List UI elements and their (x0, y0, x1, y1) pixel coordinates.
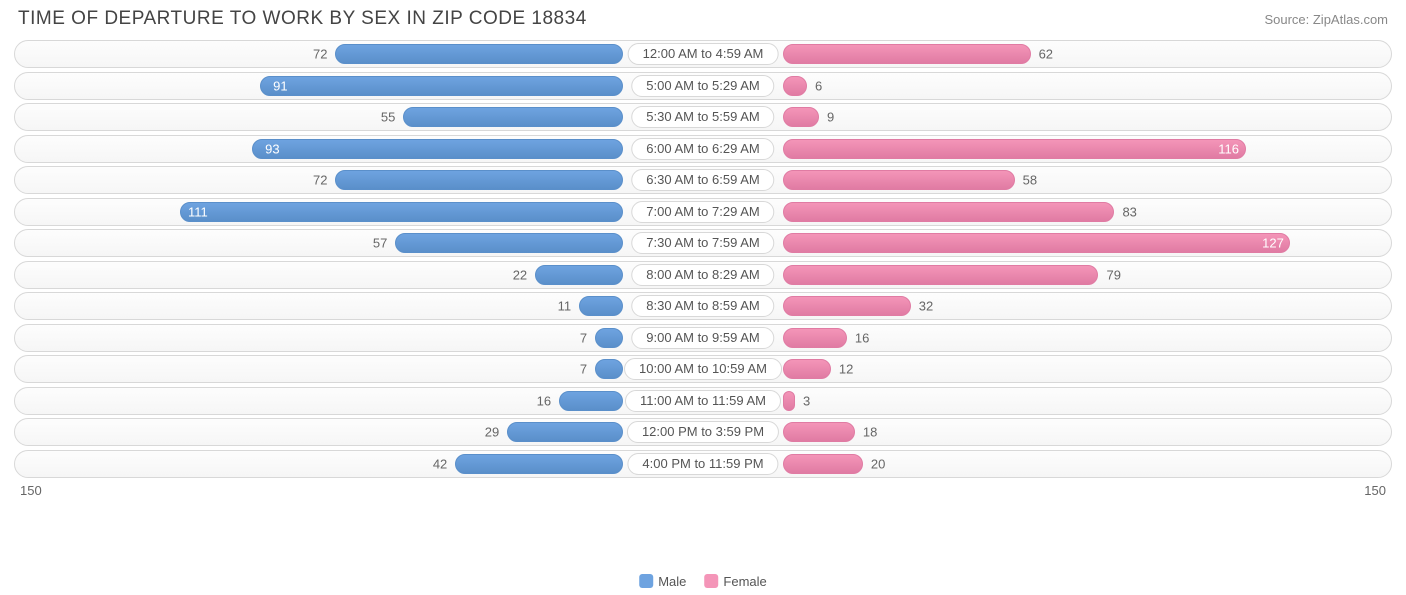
time-range-label: 10:00 AM to 10:59 AM (624, 358, 782, 380)
male-value: 111 (188, 204, 208, 219)
legend-female-label: Female (723, 574, 766, 589)
time-range-label: 9:00 AM to 9:59 AM (631, 327, 774, 349)
male-bar (595, 359, 623, 379)
female-value: 62 (1039, 47, 1053, 62)
female-value: 12 (839, 362, 853, 377)
time-range-label: 5:30 AM to 5:59 AM (631, 106, 774, 128)
chart-row: 6:00 AM to 6:29 AM 93 116 (14, 135, 1392, 163)
female-bar (783, 265, 1098, 285)
female-bar (783, 202, 1114, 222)
source-attribution: Source: ZipAtlas.com (1264, 12, 1388, 27)
legend: Male Female (639, 574, 767, 589)
male-bar (507, 422, 623, 442)
female-bar (783, 44, 1031, 64)
female-swatch-icon (704, 574, 718, 588)
legend-male: Male (639, 574, 686, 589)
male-value: 29 (485, 425, 499, 440)
chart-row: 7:30 AM to 7:59 AM 57 127 (14, 229, 1392, 257)
legend-female: Female (704, 574, 766, 589)
time-range-label: 6:30 AM to 6:59 AM (631, 169, 774, 191)
male-value: 7 (580, 330, 587, 345)
chart-row: 9:00 AM to 9:59 AM 7 16 (14, 324, 1392, 352)
male-bar (595, 328, 623, 348)
male-value: 91 (273, 78, 287, 93)
chart-title: TIME OF DEPARTURE TO WORK BY SEX IN ZIP … (18, 8, 587, 30)
female-value: 20 (871, 456, 885, 471)
male-value: 22 (513, 267, 527, 282)
female-bar (783, 359, 831, 379)
male-bar (180, 202, 623, 222)
time-range-label: 12:00 AM to 4:59 AM (628, 43, 779, 65)
chart-row: 8:30 AM to 8:59 AM 11 32 (14, 292, 1392, 320)
male-value: 42 (433, 456, 447, 471)
female-bar (783, 422, 855, 442)
time-range-label: 12:00 PM to 3:59 PM (627, 421, 779, 443)
male-value: 57 (373, 236, 387, 251)
chart-row: 11:00 AM to 11:59 AM 16 3 (14, 387, 1392, 415)
chart-row: 5:00 AM to 5:29 AM 91 6 (14, 72, 1392, 100)
chart-row: 8:00 AM to 8:29 AM 22 79 (14, 261, 1392, 289)
female-value: 3 (803, 393, 810, 408)
time-range-label: 5:00 AM to 5:29 AM (631, 75, 774, 97)
chart-row: 10:00 AM to 10:59 AM 7 12 (14, 355, 1392, 383)
time-range-label: 4:00 PM to 11:59 PM (627, 453, 778, 475)
female-bar (783, 328, 847, 348)
male-swatch-icon (639, 574, 653, 588)
chart-row: 6:30 AM to 6:59 AM 72 58 (14, 166, 1392, 194)
time-range-label: 8:30 AM to 8:59 AM (631, 295, 774, 317)
female-bar (783, 170, 1015, 190)
chart-row: 7:00 AM to 7:29 AM 111 83 (14, 198, 1392, 226)
male-value: 7 (580, 362, 587, 377)
female-value: 83 (1122, 204, 1136, 219)
female-bar (783, 391, 795, 411)
male-value: 72 (313, 47, 327, 62)
female-bar (783, 76, 807, 96)
male-bar (252, 139, 623, 159)
male-bar (455, 454, 623, 474)
female-value: 9 (827, 110, 834, 125)
axis-right-max: 150 (1364, 483, 1386, 498)
time-range-label: 7:30 AM to 7:59 AM (631, 232, 774, 254)
legend-male-label: Male (658, 574, 686, 589)
male-value: 72 (313, 173, 327, 188)
male-value: 16 (537, 393, 551, 408)
time-range-label: 11:00 AM to 11:59 AM (625, 390, 781, 412)
male-value: 11 (558, 299, 572, 314)
time-range-label: 7:00 AM to 7:29 AM (631, 201, 774, 223)
female-bar (783, 107, 819, 127)
female-bar (783, 454, 863, 474)
male-bar (260, 76, 623, 96)
diverging-bar-chart: 12:00 AM to 4:59 AM 72 62 5:00 AM to 5:29 A… (14, 40, 1392, 478)
chart-row: 4:00 PM to 11:59 PM 42 20 (14, 450, 1392, 478)
female-value: 18 (863, 425, 877, 440)
time-range-label: 8:00 AM to 8:29 AM (631, 264, 774, 286)
female-bar (783, 233, 1290, 253)
female-value: 6 (815, 78, 822, 93)
chart-row: 5:30 AM to 5:59 AM 55 9 (14, 103, 1392, 131)
male-bar (403, 107, 623, 127)
x-axis: 150 150 (14, 481, 1392, 498)
female-bar (783, 296, 911, 316)
female-value: 79 (1106, 267, 1120, 282)
female-bar (783, 139, 1246, 159)
male-bar (335, 44, 623, 64)
chart-row: 12:00 PM to 3:59 PM 29 18 (14, 418, 1392, 446)
female-value: 116 (1218, 141, 1239, 156)
female-value: 32 (919, 299, 933, 314)
male-bar (335, 170, 623, 190)
male-bar (535, 265, 623, 285)
axis-left-max: 150 (20, 483, 42, 498)
female-value: 16 (855, 330, 869, 345)
time-range-label: 6:00 AM to 6:29 AM (631, 138, 774, 160)
male-bar (559, 391, 623, 411)
chart-row: 12:00 AM to 4:59 AM 72 62 (14, 40, 1392, 68)
male-value: 55 (381, 110, 395, 125)
female-value: 58 (1023, 173, 1037, 188)
male-value: 93 (265, 141, 279, 156)
female-value: 127 (1262, 236, 1284, 251)
male-bar (579, 296, 623, 316)
male-bar (395, 233, 623, 253)
